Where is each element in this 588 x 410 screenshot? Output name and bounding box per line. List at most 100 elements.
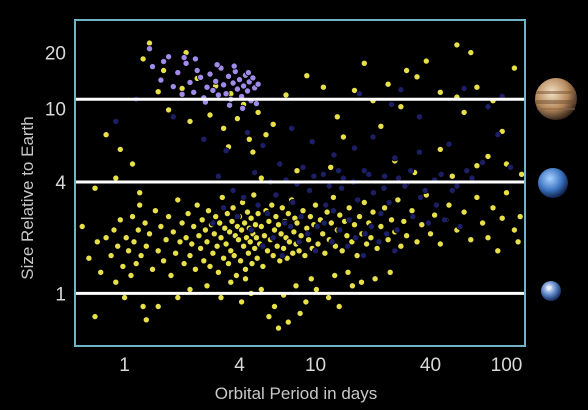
data-point <box>169 113 177 121</box>
data-point <box>162 236 170 244</box>
x-tick-label: 1 <box>119 355 130 376</box>
data-point <box>121 294 129 302</box>
data-point <box>197 73 205 81</box>
data-point <box>165 53 173 61</box>
data-point <box>381 172 389 180</box>
data-point <box>473 83 481 91</box>
data-point <box>367 222 375 230</box>
data-point <box>327 219 335 227</box>
data-point <box>336 226 344 234</box>
data-point <box>312 285 320 293</box>
data-point <box>188 240 196 248</box>
data-point <box>367 234 375 242</box>
data-point <box>424 219 432 227</box>
data-point <box>387 216 395 224</box>
data-point <box>226 228 234 236</box>
data-point <box>229 204 237 212</box>
data-point <box>160 58 168 66</box>
data-point <box>441 216 449 224</box>
data-point <box>241 275 249 283</box>
data-point <box>510 226 518 234</box>
data-point <box>259 242 267 250</box>
data-point <box>397 242 405 250</box>
data-point <box>253 254 261 262</box>
data-point <box>102 234 110 242</box>
data-point <box>299 163 307 171</box>
data-point <box>328 238 336 246</box>
data-point <box>350 86 358 94</box>
data-point <box>259 262 267 270</box>
data-point <box>394 174 402 182</box>
data-point <box>274 221 282 229</box>
data-point <box>190 222 198 230</box>
data-point <box>178 90 186 98</box>
data-point <box>186 252 194 260</box>
data-point <box>277 230 285 238</box>
data-point <box>408 207 416 215</box>
data-point <box>330 151 338 159</box>
data-point <box>165 106 173 114</box>
data-point <box>494 247 502 255</box>
data-point <box>432 201 440 209</box>
data-point <box>257 174 265 182</box>
data-point <box>460 85 468 93</box>
data-point <box>230 252 238 260</box>
data-point <box>295 247 303 255</box>
data-point <box>222 240 230 248</box>
data-point <box>184 210 192 218</box>
data-point <box>310 172 318 180</box>
data-point <box>350 221 358 229</box>
data-point <box>391 247 399 255</box>
data-point <box>293 219 301 227</box>
data-point <box>245 135 253 143</box>
data-point <box>182 234 190 242</box>
data-point <box>345 204 353 212</box>
data-point <box>369 208 377 216</box>
data-point <box>384 236 392 244</box>
data-point <box>213 242 221 250</box>
data-point <box>270 302 278 310</box>
data-point <box>137 252 145 260</box>
data-point <box>407 167 415 175</box>
data-point <box>235 76 243 84</box>
data-point <box>200 257 208 265</box>
data-point <box>304 230 312 238</box>
data-point <box>257 222 265 230</box>
data-point <box>214 172 222 180</box>
x-tick-label: 4 <box>234 355 245 376</box>
data-point <box>354 196 362 204</box>
data-point <box>157 76 165 84</box>
data-point <box>397 103 405 111</box>
data-point <box>377 122 385 130</box>
data-point <box>273 242 281 250</box>
data-point <box>353 252 361 260</box>
data-point <box>233 85 241 93</box>
data-point <box>252 234 260 242</box>
data-point <box>227 247 235 255</box>
y-axis-label: Size Relative to Earth <box>18 116 37 279</box>
data-point <box>479 219 487 227</box>
data-point <box>122 234 130 242</box>
data-point <box>136 189 144 197</box>
data-point <box>359 252 367 260</box>
data-point <box>217 294 225 302</box>
data-point <box>345 216 353 224</box>
data-point <box>431 211 439 219</box>
data-point <box>238 226 246 234</box>
data-point <box>85 254 93 262</box>
data-point <box>413 73 421 81</box>
data-point <box>303 72 311 80</box>
data-point <box>240 193 248 201</box>
y-tick-label: 20 <box>45 44 66 65</box>
data-point <box>343 232 351 240</box>
y-tick-label: 1 <box>55 284 66 305</box>
data-point <box>178 85 186 93</box>
data-point <box>322 201 330 209</box>
data-point <box>139 302 147 310</box>
data-point <box>335 302 343 310</box>
data-point <box>148 63 156 71</box>
data-point <box>460 108 468 116</box>
data-point <box>290 228 298 236</box>
data-point <box>91 184 99 192</box>
x-axis-label: Orbital Period in days <box>215 384 378 403</box>
